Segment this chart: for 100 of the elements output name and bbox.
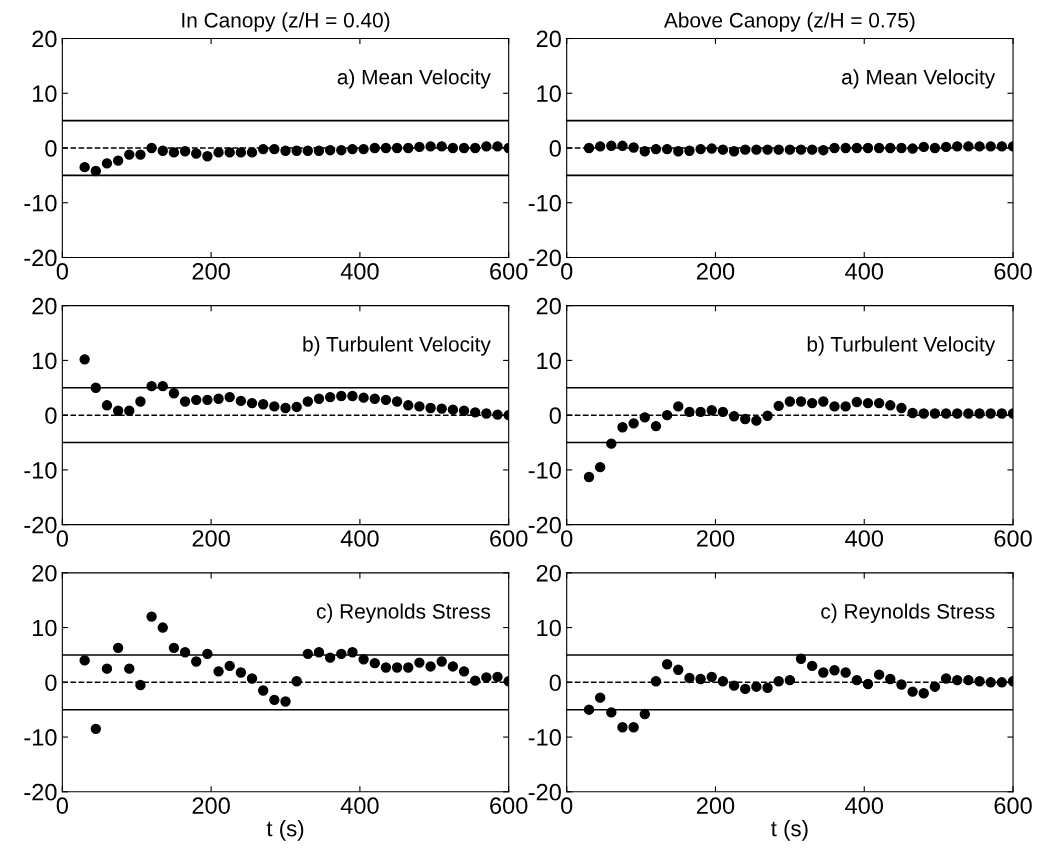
point <box>269 694 280 706</box>
point <box>896 402 907 414</box>
point <box>436 141 447 152</box>
point <box>280 696 291 707</box>
x-tick-label: 200 <box>696 530 735 547</box>
point <box>358 654 369 665</box>
point <box>168 642 180 654</box>
point <box>191 394 202 406</box>
point <box>224 147 235 158</box>
point <box>594 692 606 703</box>
point <box>862 397 874 409</box>
point <box>594 461 606 473</box>
point <box>179 396 191 407</box>
point <box>617 422 628 433</box>
point <box>784 674 796 686</box>
point <box>391 142 403 154</box>
point <box>202 648 213 660</box>
x-tick-label: 600 <box>994 530 1032 547</box>
point <box>628 418 639 429</box>
point <box>135 396 146 407</box>
point <box>425 661 436 672</box>
y-tick-label: 10 <box>537 85 561 103</box>
y-tick-label: -20 <box>24 516 57 534</box>
point <box>358 143 369 155</box>
x-tick-label: 600 <box>490 530 528 547</box>
point <box>717 676 729 687</box>
point <box>795 653 807 664</box>
annotation: c) Reynolds Stress <box>821 603 995 623</box>
point <box>191 656 202 667</box>
point <box>112 405 124 416</box>
point <box>740 683 751 695</box>
point <box>661 659 673 670</box>
point <box>639 708 650 720</box>
point <box>313 393 325 404</box>
x-tick-label: 0 <box>56 797 68 814</box>
point <box>135 679 146 691</box>
point <box>806 660 818 672</box>
x-axis-title: t (s) <box>771 820 808 841</box>
x-tick-label: 600 <box>490 262 528 280</box>
x-tick-label: 400 <box>845 797 884 814</box>
point <box>90 165 102 177</box>
point <box>369 142 380 154</box>
point <box>492 141 503 152</box>
x-tick-label: 400 <box>845 530 884 547</box>
y-tick-label: -10 <box>528 194 561 212</box>
y-tick-label: 20 <box>536 564 561 582</box>
point <box>291 401 302 413</box>
y-tick-label: -10 <box>24 461 57 479</box>
point <box>403 400 414 411</box>
point <box>907 407 918 419</box>
point <box>313 647 325 658</box>
point <box>661 409 673 421</box>
point <box>447 142 459 154</box>
point <box>291 145 302 156</box>
point <box>347 647 358 658</box>
point <box>695 673 706 685</box>
y-tick-label: 20 <box>32 564 57 582</box>
point <box>124 663 135 674</box>
point <box>79 161 90 173</box>
point <box>269 401 280 412</box>
point <box>146 380 157 392</box>
point <box>168 388 180 399</box>
point <box>492 409 503 420</box>
x-tick-label: 0 <box>561 797 573 814</box>
annotation: a) Mean Velocity <box>337 69 491 89</box>
point <box>202 394 213 406</box>
point <box>481 141 492 152</box>
x-tick-label: 0 <box>56 262 68 280</box>
point <box>90 382 102 393</box>
point <box>773 400 784 412</box>
point <box>347 143 358 155</box>
point <box>414 141 425 153</box>
point <box>414 401 425 412</box>
point <box>269 143 280 155</box>
y-tick-label: 0 <box>45 674 57 692</box>
annotation: a) Mean Velocity <box>842 69 996 89</box>
point <box>673 664 684 675</box>
point <box>246 397 258 409</box>
point <box>302 396 314 407</box>
point <box>302 145 314 156</box>
point <box>751 681 762 692</box>
point <box>907 686 918 697</box>
x-tick-label: 400 <box>340 797 379 814</box>
point <box>740 413 751 425</box>
x-axis-title: t (s) <box>266 820 304 841</box>
point <box>706 405 717 416</box>
y-tick-label: 20 <box>32 297 57 315</box>
point <box>963 408 974 419</box>
point <box>996 677 1008 688</box>
point <box>673 401 684 412</box>
point <box>179 647 191 658</box>
point <box>246 673 258 684</box>
point <box>280 145 291 156</box>
point <box>481 672 492 683</box>
point <box>470 407 481 418</box>
point <box>380 142 392 154</box>
point <box>179 146 191 157</box>
y-tick-label: 20 <box>32 30 57 48</box>
x-tick-label: 200 <box>696 262 735 280</box>
point <box>235 147 247 158</box>
